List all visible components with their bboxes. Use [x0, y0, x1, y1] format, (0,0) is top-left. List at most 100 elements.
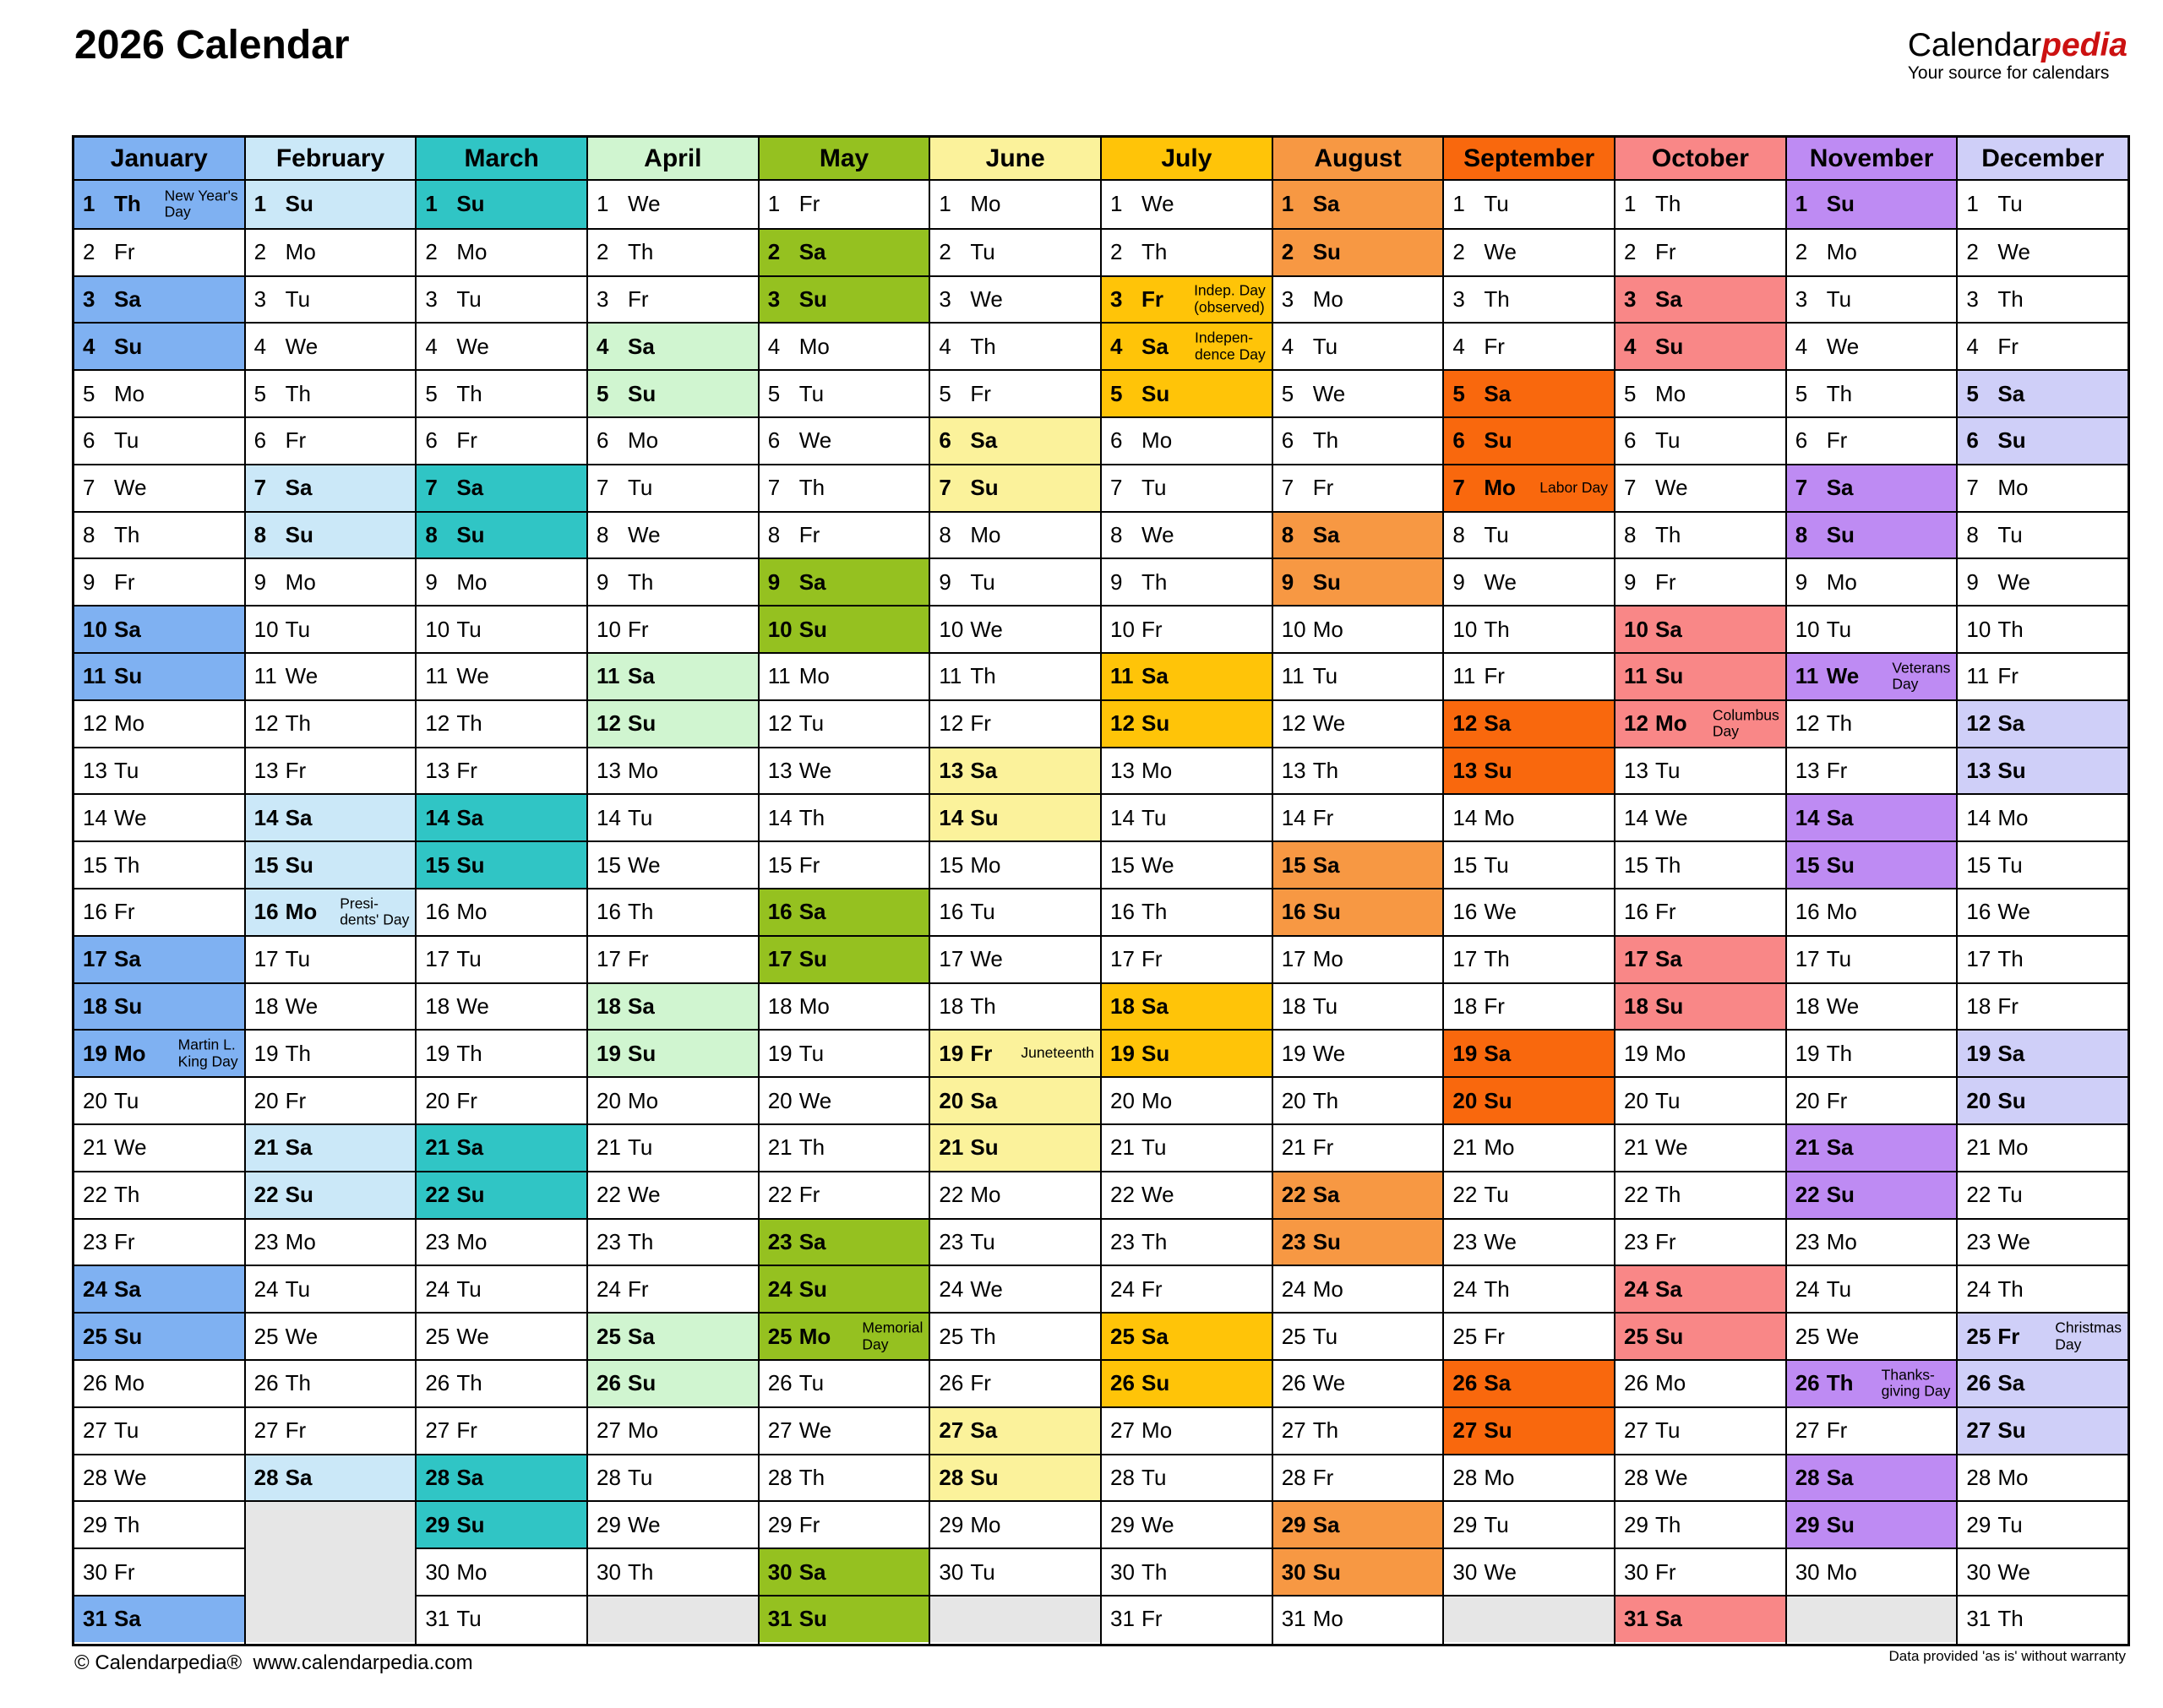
- day-weekday: Su: [456, 1182, 485, 1208]
- day-number: 3: [939, 286, 951, 312]
- day-cell: 17 Sa: [1615, 934, 1785, 982]
- day-cell: 8 Th: [1615, 510, 1785, 558]
- day-cell: 31 Mo: [1272, 1594, 1443, 1642]
- day-cell: 23 We: [1958, 1217, 2128, 1265]
- day-cell: 24 Tu: [417, 1265, 587, 1313]
- day-weekday: We: [114, 475, 147, 501]
- day-weekday: We: [1997, 239, 2030, 265]
- day-number: 25: [83, 1323, 107, 1349]
- day-cell: 24 Tu: [1786, 1265, 1957, 1313]
- day-cell: 28 Sa: [245, 1453, 416, 1501]
- day-cell: 22 Su: [1786, 1170, 1957, 1218]
- day-cell: 22 Su: [417, 1170, 587, 1218]
- day-number: 24: [1795, 1276, 1820, 1302]
- day-number: 23: [767, 1228, 793, 1254]
- day-number: 15: [83, 851, 107, 878]
- day-weekday: We: [1997, 1228, 2030, 1254]
- day-cell: 27 We: [759, 1406, 929, 1454]
- day-number: 3: [253, 286, 267, 312]
- day-number: 5: [253, 380, 267, 406]
- day-weekday: Tu: [798, 1040, 825, 1066]
- day-weekday: Fr: [1312, 1134, 1334, 1161]
- day-cell: 8 Tu: [1444, 510, 1615, 558]
- day-cell: 4 We: [245, 322, 416, 370]
- day-cell: 6 Su: [1958, 416, 2128, 464]
- day-number: 23: [83, 1228, 107, 1254]
- day-weekday: Su: [1655, 663, 1684, 689]
- day-number: 17: [425, 946, 450, 972]
- day-cell: 20 Fr: [245, 1076, 416, 1123]
- holiday-label: New Year's Day: [164, 187, 238, 220]
- holiday-label: Indep. Day (observed): [1194, 281, 1266, 316]
- day-cell: 14 We: [74, 793, 244, 841]
- day-weekday: Tu: [1484, 851, 1509, 878]
- day-weekday: Sa: [1655, 286, 1682, 312]
- empty-filler-cell: [245, 1500, 416, 1642]
- month-days-december: 1 Tu 2 We 3 Th 4 Fr 5 Sa 6 Su 7 Mo 8 Tu 9 We 10 Th 11 Fr 12 Sa 1…: [1958, 181, 2128, 1644]
- day-number: 7: [1110, 475, 1123, 501]
- day-number: 21: [1281, 1134, 1306, 1161]
- day-cell: 28 Fr: [1272, 1453, 1443, 1501]
- day-weekday: Mo: [114, 380, 145, 406]
- day-weekday: Tu: [456, 616, 482, 642]
- day-weekday: Sa: [1312, 1511, 1340, 1537]
- day-cell: 26 Mo: [74, 1358, 244, 1406]
- day-weekday: Th: [628, 239, 654, 265]
- day-cell: 7 Sa: [1786, 463, 1957, 511]
- day-number: 31: [425, 1606, 450, 1632]
- day-cell: 9 Fr: [1615, 558, 1785, 606]
- day-number: 12: [939, 710, 964, 737]
- day-cell: 10 Su: [759, 605, 929, 652]
- day-cell: 30 We: [1958, 1548, 2128, 1595]
- day-number: 11: [1795, 663, 1819, 689]
- day-number: 18: [1966, 993, 1991, 1019]
- day-cell: 31 Sa: [1615, 1594, 1785, 1642]
- day-cell: 8 Tu: [1958, 510, 2128, 558]
- day-cell: 3 We: [930, 275, 1101, 323]
- day-cell: 3 Fr Indep. Day (observed): [1102, 275, 1272, 323]
- day-cell: 16 Tu: [930, 887, 1101, 935]
- day-cell: 31 Su: [759, 1594, 929, 1642]
- day-number: 7: [939, 475, 951, 501]
- website-link[interactable]: www.calendarpedia.com: [253, 1651, 473, 1674]
- day-cell: 2 Fr: [74, 227, 244, 275]
- day-cell: 17 Tu: [417, 934, 587, 982]
- day-number: 3: [597, 286, 609, 312]
- day-number: 30: [425, 1558, 450, 1585]
- day-cell: 8 We: [1102, 510, 1272, 558]
- day-number: 20: [1281, 1087, 1306, 1113]
- day-weekday: Sa: [628, 333, 655, 359]
- day-number: 14: [425, 804, 450, 830]
- day-cell: 25 We: [417, 1312, 587, 1359]
- day-number: 1: [1281, 191, 1294, 217]
- day-number: 24: [425, 1276, 450, 1302]
- day-weekday: Su: [1997, 757, 2026, 783]
- day-weekday: We: [1826, 663, 1860, 689]
- day-cell: 25 We: [245, 1312, 416, 1359]
- day-weekday: Fr: [1312, 804, 1334, 830]
- day-weekday: Sa: [628, 663, 655, 689]
- day-number: 17: [1966, 946, 1991, 972]
- day-cell: 27 Su: [1958, 1406, 2128, 1454]
- day-cell: 14 Tu: [1102, 793, 1272, 841]
- holiday-label: Juneteenth: [1021, 1044, 1095, 1062]
- day-cell: 4 We: [1786, 322, 1957, 370]
- day-cell: 7 Fr: [1272, 463, 1443, 511]
- day-number: 2: [1452, 239, 1465, 265]
- day-cell: 5 Su: [1102, 369, 1272, 416]
- day-number: 23: [939, 1228, 964, 1254]
- day-weekday: Tu: [1997, 191, 2023, 217]
- day-number: 4: [83, 333, 95, 359]
- day-number: 5: [1110, 380, 1123, 406]
- day-weekday: Sa: [1655, 1606, 1682, 1632]
- day-number: 27: [425, 1417, 450, 1444]
- day-cell: 7 Tu: [1102, 463, 1272, 511]
- day-weekday: Mo: [1312, 1276, 1343, 1302]
- day-number: 8: [767, 521, 781, 547]
- day-number: 15: [1110, 851, 1135, 878]
- holiday-label: Columbus Day: [1712, 706, 1779, 740]
- day-weekday: Tu: [1826, 1276, 1852, 1302]
- day-weekday: Fr: [970, 380, 991, 406]
- day-weekday: Th: [114, 1182, 140, 1208]
- day-cell: 9 Su: [1272, 558, 1443, 606]
